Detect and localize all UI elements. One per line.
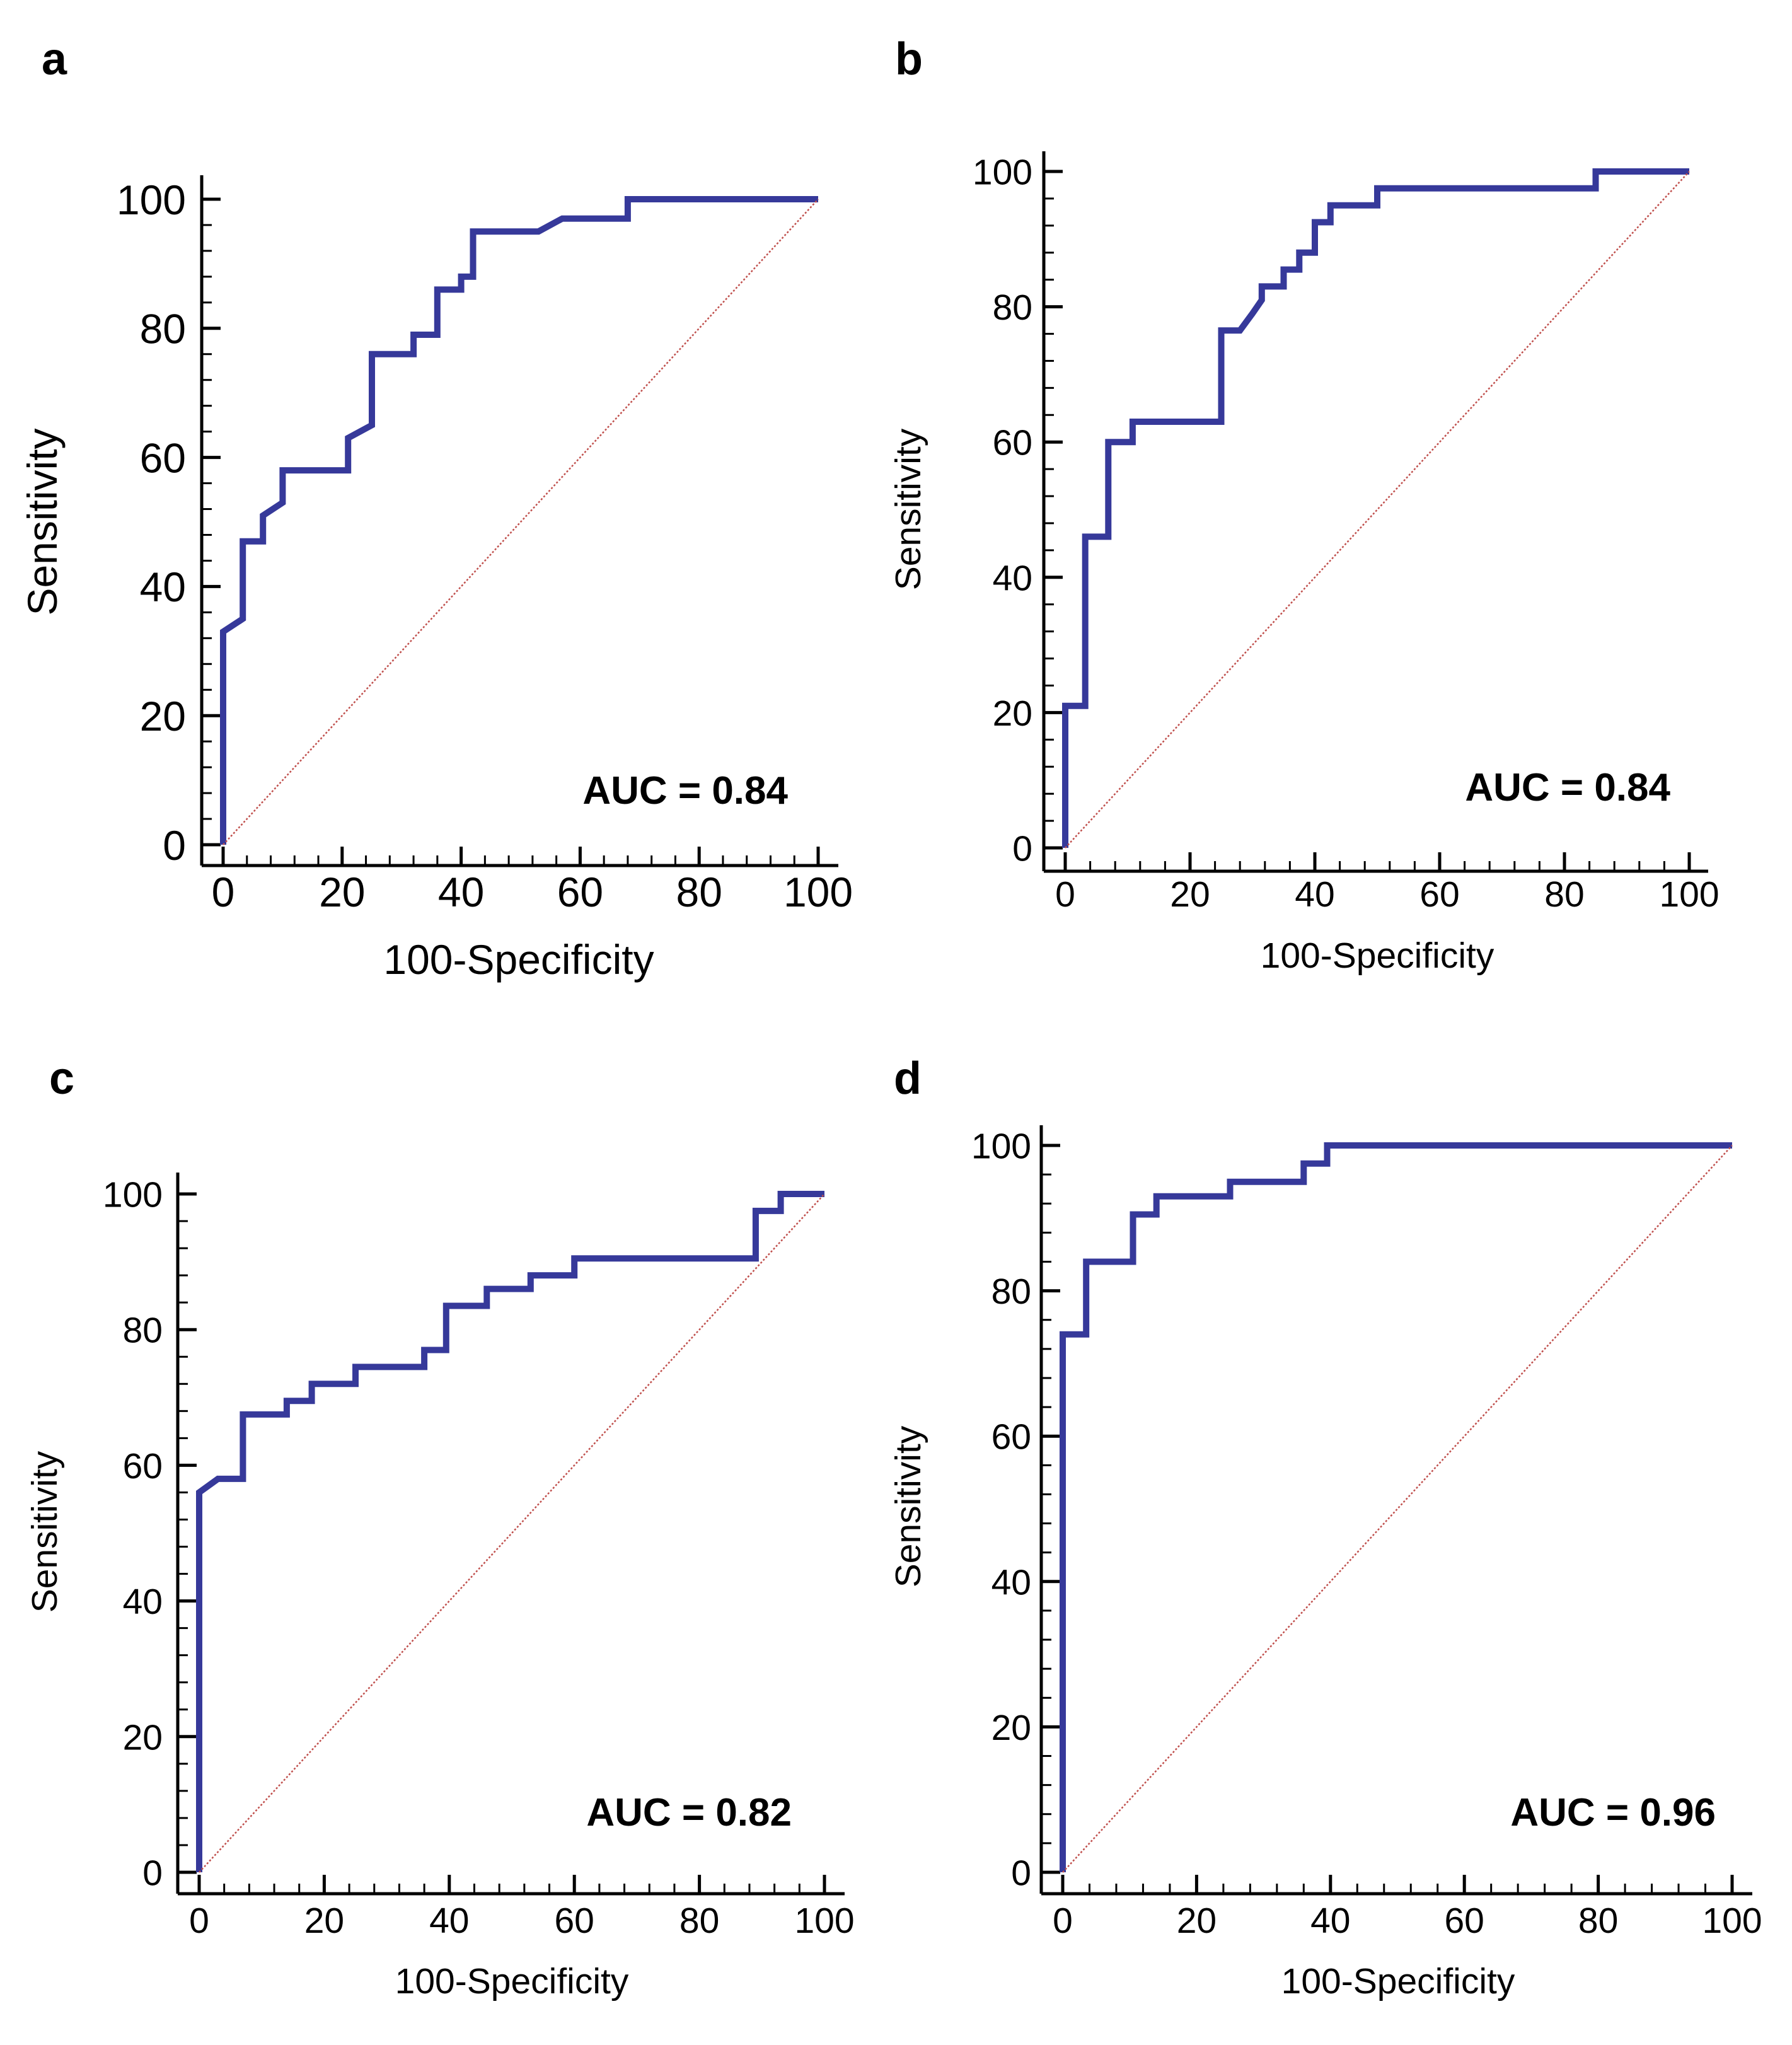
y-tick-label: 40 [140,564,186,610]
x-tick-label: 100 [794,1901,854,1941]
x-tick-label: 100 [783,869,853,915]
y-tick-label: 20 [140,693,186,739]
x-tick-label: 40 [1295,874,1334,915]
x-axis-label: 100-Specificity [1261,936,1494,976]
auc-annotation: AUC = 0.82 [586,1791,792,1834]
y-tick-label: 60 [123,1446,163,1486]
y-tick-label: 20 [991,1708,1031,1748]
x-tick-label: 100 [1702,1901,1762,1941]
reference-diagonal-line [199,1193,825,1873]
y-tick-label: 60 [991,1417,1031,1457]
reference-diagonal-line [1062,1145,1733,1873]
x-axis-label: 100-Specificity [1281,1961,1515,2002]
roc-curve [1062,168,1689,848]
y-tick-label: 40 [123,1582,163,1622]
y-tick-label: 0 [163,822,186,869]
x-tick-label: 20 [1177,1901,1217,1941]
y-tick-label: 100 [971,1127,1031,1167]
y-tick-label: 0 [142,1853,163,1894]
y-axis-label: Sensitivity [888,428,928,590]
reference-diagonal-line [1065,171,1690,849]
auc-annotation: AUC = 0.84 [582,769,788,813]
y-tick-label: 40 [991,1562,1031,1602]
roc-curve [196,1191,824,1872]
panel-letter: a [42,34,67,84]
y-tick-label: 80 [140,306,186,352]
x-tick-label: 80 [679,1901,719,1941]
x-tick-label: 80 [676,869,722,915]
x-axis-label: 100-Specificity [383,936,654,983]
y-tick-label: 20 [993,693,1032,734]
y-tick-label: 0 [1012,829,1032,869]
y-axis-label: Sensitivity [25,1451,65,1613]
y-tick-label: 80 [123,1311,163,1351]
panel-letter: c [49,1053,74,1104]
y-tick-label: 60 [993,423,1032,463]
x-tick-label: 0 [1055,874,1075,915]
auc-annotation: AUC = 0.84 [1465,766,1670,809]
panel-c: c 0 20 40 60 80 100 0 20 40 60 80 100 100-Specificity… [25,1053,855,2002]
auc-annotation: AUC = 0.96 [1510,1791,1716,1834]
y-tick-label: 0 [1011,1853,1031,1894]
x-tick-label: 0 [212,869,235,915]
x-tick-label: 40 [429,1901,469,1941]
x-tick-label: 60 [557,869,603,915]
x-tick-label: 60 [1444,1901,1484,1941]
x-tick-label: 60 [1419,874,1459,915]
x-tick-label: 20 [319,869,365,915]
panel-b: b 0 20 40 60 80 100 0 20 40 60 80 100 100-Specificity… [888,34,1720,976]
x-tick-label: 20 [1170,874,1210,915]
y-tick-label: 80 [993,287,1032,328]
x-tick-label: 40 [438,869,484,915]
x-tick-label: 60 [554,1901,594,1941]
y-tick-label: 60 [140,434,186,481]
panel-d: d 0 20 40 60 80 100 0 20 40 60 80 100 100-Specificity… [888,1053,1762,2002]
x-tick-label: 40 [1310,1901,1350,1941]
x-tick-label: 80 [1544,874,1584,915]
x-tick-label: 20 [304,1901,344,1941]
y-tick-label: 80 [991,1272,1031,1312]
x-tick-label: 100 [1659,874,1719,915]
y-tick-label: 40 [993,558,1032,598]
x-tick-label: 0 [189,1901,209,1941]
x-axis-label: 100-Specificity [395,1961,629,2002]
y-tick-label: 100 [973,153,1032,193]
y-axis-label: Sensitivity [19,428,66,615]
reference-diagonal-line [223,199,819,845]
roc-curve [220,196,818,845]
y-tick-label: 20 [123,1717,163,1758]
y-axis-label: Sensitivity [888,1425,928,1587]
x-tick-label: 80 [1578,1901,1618,1941]
y-tick-label: 100 [117,177,186,223]
roc-curve [1060,1142,1732,1872]
panel-letter: b [895,34,923,84]
y-tick-label: 100 [103,1175,163,1215]
x-tick-label: 0 [1053,1901,1073,1941]
panel-a: a 0 20 40 60 80 100 0 20 40 60 80 100 100-Specificity… [19,34,853,983]
panel-letter: d [894,1053,922,1104]
